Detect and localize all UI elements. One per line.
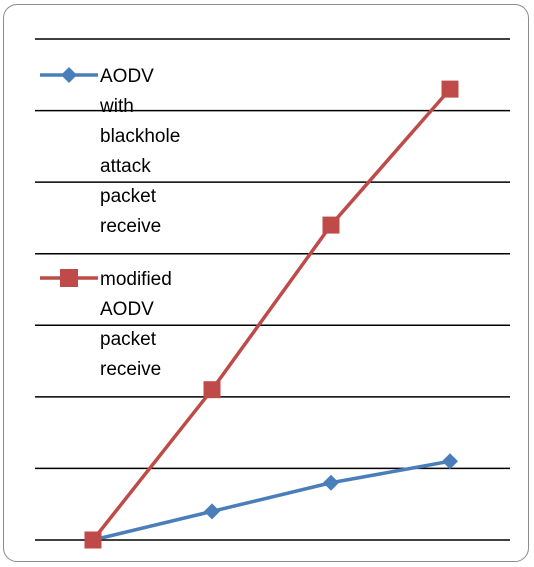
legend-label-line: AODV [100, 66, 154, 87]
legend-label-line: AODV [100, 299, 154, 320]
data-point-square [441, 80, 459, 98]
data-point-square [322, 216, 340, 234]
legend-label-line: with [99, 96, 134, 117]
legend-label-line: blackhole [100, 126, 180, 147]
legend-entry-aodv-blackhole: AODV with blackhole attack packet receive [40, 66, 180, 237]
series-line-1 [91, 87, 452, 542]
legend-marker-diamond [61, 67, 77, 83]
legend-label-line: modified [100, 269, 172, 290]
legend-label-line: receive [100, 359, 161, 380]
legend-label-modified-aodv: modified AODV packet receive [100, 269, 172, 380]
data-point-square [203, 381, 221, 399]
data-point-diamond [323, 474, 339, 491]
legend: AODV with blackhole attack packet receive mod… [40, 66, 180, 380]
legend-label-line: receive [100, 216, 161, 237]
legend-label-aodv-blackhole: AODV with blackhole attack packet receive [99, 66, 180, 237]
series-layer [84, 80, 459, 549]
legend-entry-modified-aodv: modified AODV packet receive [40, 269, 172, 380]
legend-label-line: attack [100, 156, 151, 177]
data-point-diamond [442, 453, 458, 470]
data-point-square [84, 531, 102, 549]
legend-label-line: packet [100, 186, 157, 207]
legend-label-line: packet [100, 329, 157, 350]
data-point-diamond [204, 503, 220, 520]
legend-marker-square [60, 269, 78, 287]
series-line-0 [92, 459, 451, 542]
